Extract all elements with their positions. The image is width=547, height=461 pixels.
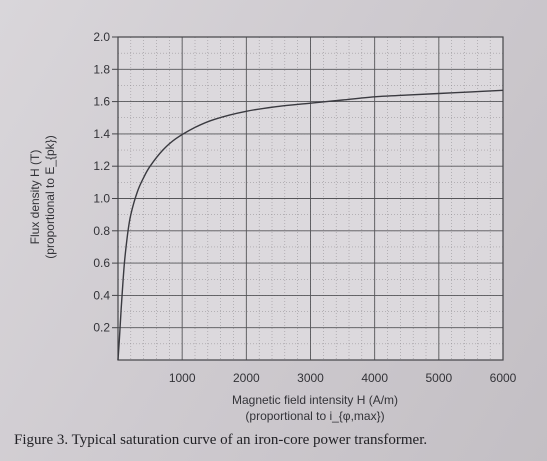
y-tick-label: 2.0 <box>93 30 110 44</box>
x-tick-label: 4000 <box>361 371 388 385</box>
y-tick-label: 1.0 <box>93 192 110 206</box>
y-axis-label: Flux density H (T) <box>28 149 42 245</box>
x-axis-label: Magnetic field intensity H (A/m) <box>231 393 399 407</box>
x-tick-label: 1000 <box>169 371 196 385</box>
plot-frame <box>117 36 504 361</box>
y-tick-label: 0.4 <box>93 288 110 302</box>
saturation-curve <box>117 89 504 361</box>
y-tick-label: 0.2 <box>93 321 110 335</box>
x-axis-note: (proportional to i_{φ,max}) <box>245 409 385 423</box>
y-tick-label: 1.8 <box>93 62 110 76</box>
y-tick-label: 0.6 <box>93 256 110 270</box>
y-tick-label: 0.8 <box>93 224 110 238</box>
y-axis-note: (proportional to E_{pk}) <box>43 135 57 259</box>
x-tick-label: 6000 <box>490 371 517 385</box>
y-tick-label: 1.6 <box>93 95 110 109</box>
x-tick-label: 2000 <box>233 371 260 385</box>
figure-caption: Figure 3. Typical saturation curve of an… <box>14 432 428 448</box>
x-axis-title: Magnetic field intensity H (A/m) (propor… <box>150 392 480 424</box>
x-tick-label: 5000 <box>425 371 452 385</box>
x-tick-label: 3000 <box>297 371 324 385</box>
y-axis-title: Flux density H (T) (proportional to E_{p… <box>28 77 58 317</box>
y-tick-label: 1.2 <box>93 159 110 173</box>
y-tick-label: 1.4 <box>93 127 110 141</box>
